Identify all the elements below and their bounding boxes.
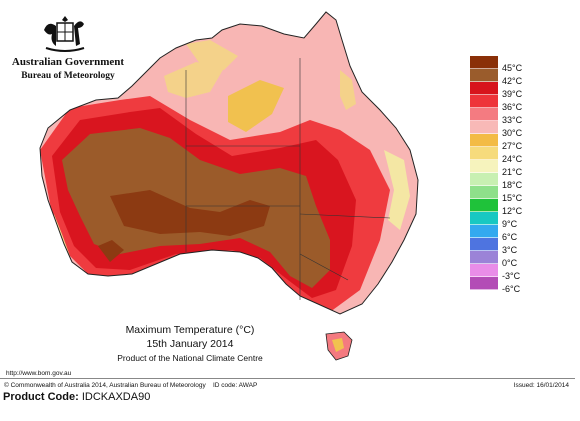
org-unit: Bureau of Meteorology [21,71,115,81]
legend-swatch [470,199,498,212]
legend-label: 6°C [502,232,518,242]
temperature-legend: 45°C 42°C 39°C 36°C 33°C 30°C 27°C 24°C 21°C 18°C… [470,56,522,294]
agency-header: Australian Government Bureau of Meteorol… [8,56,128,81]
legend-label: 42°C [502,76,523,86]
map-date: 15th January 2014 [146,338,234,350]
legend-swatch [470,212,498,225]
legend-label: 15°C [502,193,523,203]
legend-label: 30°C [502,128,523,138]
zone-45-sw [98,240,124,262]
legend-label: 21°C [502,167,523,177]
legend-swatch [470,251,498,264]
org-name: Australian Government [11,56,125,68]
legend-swatch [470,173,498,186]
product-code: Product Code: IDCKAXDA90 [3,391,150,403]
map-frame: Australian Government Bureau of Meteorol… [0,11,575,391]
legend-swatch [470,264,498,277]
legend-label: 18°C [502,180,523,190]
zone-45-central [110,190,270,236]
legend-swatch [470,95,498,108]
product-code-value: IDCKAXDA90 [81,391,151,403]
legend-swatch [470,238,498,251]
temperature-map [39,11,419,361]
zone-27-topend [228,80,284,132]
zone-30-capeyork [340,70,356,110]
tasmania-interior [332,338,344,352]
product-code-label: Product Code: [3,391,79,403]
state-borders [185,58,391,300]
legend-swatch [470,82,498,95]
legend-swatch [470,56,498,69]
legend-label: 27°C [502,141,523,151]
legend-label: 12°C [502,206,523,216]
legend-swatch [470,225,498,238]
zone-30-kimberley [164,62,224,98]
coastline [39,11,419,315]
map-caption: Maximum Temperature (°C) 15th January 20… [100,324,280,363]
legend-swatch [470,186,498,199]
legend-swatch [470,108,498,121]
legend-swatch [470,160,498,173]
legend-label: 39°C [502,89,523,99]
legend-swatch [470,134,498,147]
legend-label: 33°C [502,115,523,125]
legend-swatch [470,277,498,290]
map-product: Product of the National Climate Centre [117,353,263,363]
footer-bar: © Commonwealth of Australia 2014, Austra… [0,378,575,391]
zone-42 [62,128,330,288]
copyright-text: © Commonwealth of Australia 2014, Austra… [4,382,206,389]
legend-label: 3°C [502,245,518,255]
legend-label: 0°C [502,258,518,268]
source-url[interactable]: http://www.bom.gov.au [6,370,72,377]
legend-label: 24°C [502,154,523,164]
issued-date: Issued: 16/01/2014 [513,382,569,389]
legend-label: 45°C [502,63,523,73]
legend-swatch [470,121,498,134]
legend-swatch [470,69,498,82]
legend-label: -3°C [502,271,521,281]
legend-label: -6°C [502,284,521,294]
legend-label: 36°C [502,102,523,112]
zone-30-topend [186,40,238,70]
id-code: ID code: AWAP [213,382,258,389]
coat-of-arms-icon [44,16,85,52]
legend-label: 9°C [502,219,518,229]
map-title: Maximum Temperature (°C) [125,324,255,336]
zone-27-east [384,150,410,230]
legend-swatch [470,147,498,160]
